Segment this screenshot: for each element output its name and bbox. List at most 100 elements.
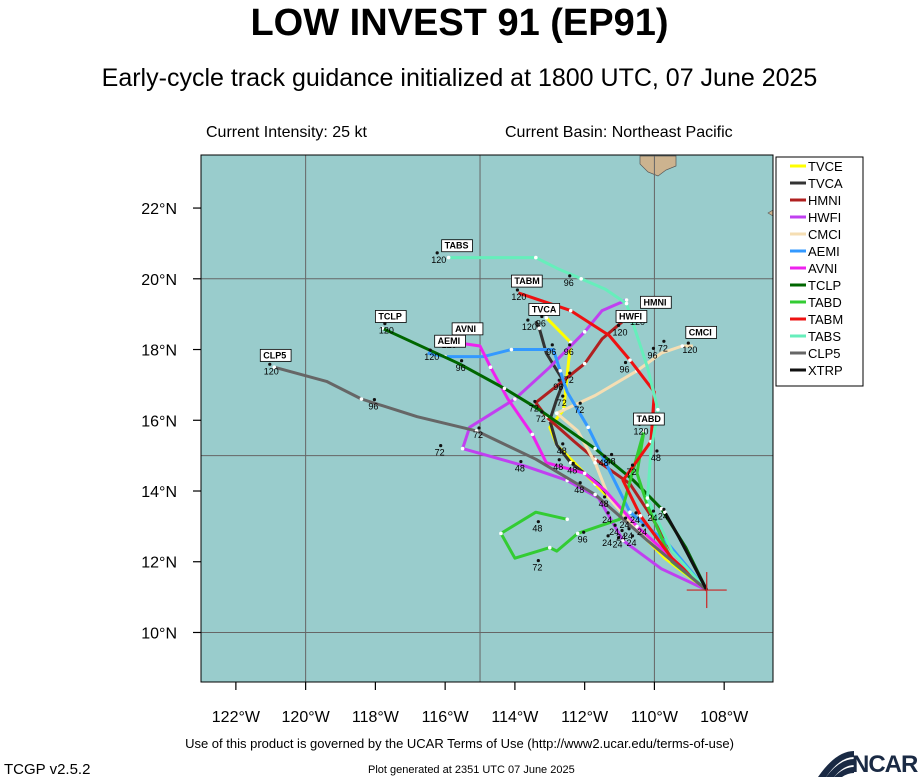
version-label: TCGP v2.5.2 bbox=[4, 761, 91, 778]
forecast-hour-dot bbox=[641, 523, 645, 527]
track-xtrp bbox=[663, 511, 709, 591]
forecast-hour-dot bbox=[428, 348, 432, 352]
forecast-hour-label: 24 bbox=[630, 515, 640, 525]
track-point bbox=[509, 347, 514, 352]
forecast-hour-label: 72 bbox=[557, 398, 567, 408]
model-tag-box bbox=[528, 302, 561, 316]
terms-of-use: Use of this product is governed by the U… bbox=[185, 736, 734, 751]
forecast-hour-label: 72 bbox=[574, 405, 584, 415]
track-point bbox=[575, 531, 580, 536]
forecast-hour-label: 48 bbox=[532, 524, 542, 534]
y-tick-label: 20°N bbox=[141, 272, 177, 289]
track-point bbox=[680, 344, 685, 348]
forecast-hour-dot bbox=[561, 394, 565, 398]
legend-label: HWFI bbox=[808, 210, 841, 225]
forecast-hour-dot bbox=[623, 516, 628, 520]
model-tag: CLP5 bbox=[263, 350, 286, 360]
model-tag: TABS bbox=[445, 241, 469, 251]
forecast-hour-label: 48 bbox=[574, 485, 584, 495]
legend-label: TABM bbox=[808, 312, 843, 327]
ncar-logo: NCAR bbox=[816, 749, 918, 779]
track-point bbox=[656, 407, 660, 412]
model-tag: HWFI bbox=[619, 311, 642, 321]
track-point bbox=[579, 276, 583, 281]
forecast-hour-label: 96 bbox=[368, 402, 378, 412]
track-avni bbox=[441, 341, 708, 592]
y-tick-label: 18°N bbox=[141, 343, 177, 360]
track-point bbox=[645, 496, 650, 500]
current-intensity: Current Intensity: 25 kt bbox=[206, 124, 367, 141]
y-tick-label: 10°N bbox=[141, 625, 177, 642]
forecast-hour-dot bbox=[519, 459, 523, 464]
forecast-hour-label: 48 bbox=[567, 465, 577, 475]
x-tick-label: 122°W bbox=[212, 709, 261, 726]
forecast-hour-label: 48 bbox=[651, 453, 661, 463]
model-tag-box bbox=[451, 322, 484, 336]
forecast-hour-label: 24 bbox=[613, 540, 623, 550]
legend-label: TCLP bbox=[808, 278, 841, 293]
track-point bbox=[446, 255, 451, 260]
forecast-hour-label: 120 bbox=[264, 366, 279, 376]
legend-label: TVCA bbox=[808, 176, 843, 191]
legend-label: TABS bbox=[808, 329, 841, 344]
track-point bbox=[380, 326, 385, 331]
forecast-hour-label: 96 bbox=[456, 363, 466, 373]
track-point bbox=[582, 471, 587, 476]
model-tag: CMCI bbox=[689, 327, 712, 337]
forecast-hour-label: 96 bbox=[546, 347, 556, 357]
track-point bbox=[659, 506, 664, 511]
forecast-hour-dot bbox=[630, 463, 635, 467]
track-point bbox=[534, 255, 538, 260]
model-tag-box bbox=[633, 412, 665, 426]
y-tick-label: 16°N bbox=[141, 413, 177, 430]
model-tag: TABM bbox=[514, 276, 539, 286]
forecast-hour-label: 24 bbox=[616, 533, 626, 543]
forecast-hour-label: 72 bbox=[532, 563, 542, 573]
forecast-hour-dot bbox=[568, 274, 572, 278]
forecast-hour-label: 72 bbox=[435, 448, 445, 458]
x-tick-label: 112°W bbox=[561, 709, 609, 726]
forecast-hour-dot bbox=[613, 523, 617, 527]
forecast-hour-dot bbox=[655, 449, 659, 453]
forecast-hour-dot bbox=[651, 509, 656, 513]
forecast-hour-label: 48 bbox=[606, 456, 616, 466]
track-point bbox=[635, 524, 639, 529]
legend-label: CLP5 bbox=[808, 346, 841, 361]
forecast-hour-label: 96 bbox=[553, 382, 563, 392]
forecast-hour-label: 24 bbox=[647, 513, 657, 523]
forecast-hour-label: 120 bbox=[613, 327, 628, 337]
x-tick-label: 116°W bbox=[422, 709, 470, 726]
legend-box bbox=[775, 156, 864, 387]
legend-label: CMCI bbox=[808, 227, 841, 242]
forecast-hour-label: 48 bbox=[515, 464, 525, 474]
forecast-hour-dot bbox=[557, 458, 561, 462]
track-point bbox=[621, 538, 625, 543]
forecast-hour-label: 120 bbox=[682, 345, 697, 355]
forecast-hour-label: 72 bbox=[536, 414, 546, 424]
track-point bbox=[642, 429, 646, 433]
forecast-hour-label: 96 bbox=[564, 347, 574, 357]
track-point bbox=[547, 545, 552, 550]
forecast-hour-dot bbox=[623, 360, 628, 365]
forecast-hour-dot bbox=[582, 530, 586, 534]
track-point bbox=[628, 510, 632, 515]
forecast-hour-dot bbox=[536, 520, 540, 524]
track-point bbox=[537, 326, 542, 331]
track-point bbox=[460, 446, 465, 451]
forecast-hour-dot bbox=[609, 452, 614, 457]
forecast-hour-label: 96 bbox=[536, 319, 546, 329]
forecast-hour-dot bbox=[571, 461, 575, 465]
track-point bbox=[530, 432, 535, 437]
forecast-hour-dot bbox=[578, 481, 582, 485]
track-point bbox=[624, 301, 629, 306]
track-point bbox=[593, 492, 597, 497]
track-point bbox=[554, 411, 559, 415]
forecast-hour-dot bbox=[268, 362, 272, 366]
x-tick-label: 114°W bbox=[491, 709, 539, 726]
forecast-hour-dot bbox=[536, 558, 540, 563]
forecast-hour-dot bbox=[526, 318, 530, 322]
x-tick-label: 110°W bbox=[631, 709, 679, 726]
ncar-logo-text: NCAR bbox=[852, 751, 918, 778]
model-tag-box bbox=[259, 348, 292, 362]
model-tag-box bbox=[511, 274, 543, 288]
